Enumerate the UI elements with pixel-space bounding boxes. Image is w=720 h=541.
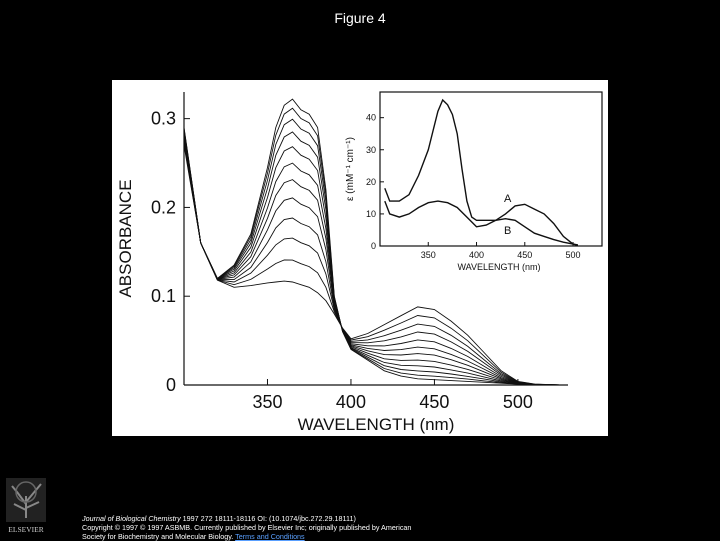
citation-line-1: Journal of Biological Chemistry 1997 272… — [82, 514, 642, 523]
journal-name: Journal of Biological Chemistry — [82, 514, 181, 523]
copyright-line: Copyright © 1997 © 1997 ASBMB. Currently… — [82, 523, 412, 532]
citation-block: Journal of Biological Chemistry 1997 272… — [82, 514, 642, 541]
inset-series-label-a: A — [504, 193, 512, 205]
x-tick-label: 400 — [336, 392, 366, 412]
slide-title: Figure 4 — [334, 10, 386, 26]
inset-x-tick-label: 400 — [469, 250, 484, 260]
logo-wordmark: ELSEVIER — [8, 525, 43, 534]
y-tick-label: 0 — [166, 375, 176, 395]
inset-y-tick-label: 10 — [366, 209, 376, 219]
logo-canopy-icon — [15, 481, 37, 503]
inset-series-label-b: B — [504, 225, 511, 237]
x-tick-label: 500 — [503, 392, 533, 412]
inset-y-tick-label: 20 — [366, 177, 376, 187]
inset-y-tick-label: 30 — [366, 145, 376, 155]
inset-chart: 350 400 450 500 0 10 20 30 40 WAVELENGTH (nm) ε (m… — [345, 91, 603, 272]
absorbance-trace-11 — [183, 98, 560, 386]
terms-and-conditions-link[interactable]: Terms and Conditions — [235, 532, 305, 541]
citation-reference: 1997 272 18111-18116 OI: (10.1074/jbc.27… — [180, 514, 356, 523]
inset-x-tick-label: 350 — [421, 250, 436, 260]
y-tick-label: 0.2 — [151, 197, 176, 217]
x-tick-label: 350 — [252, 392, 282, 412]
figure-panel: 350 400 450 500 0 0.1 0.2 0.3 WAVELENGTH (nm) ABS… — [112, 80, 608, 436]
inset-x-tick-label: 500 — [566, 250, 581, 260]
y-axis-title: ABSORBANCE — [116, 179, 135, 297]
inset-x-tick-label: 450 — [517, 250, 532, 260]
inset-y-axis-title: ε (mM⁻¹ cm⁻¹) — [345, 137, 356, 201]
society-text: Society for Biochemistry and Molecular B… — [82, 532, 236, 541]
inset-trace-a — [384, 98, 579, 246]
main-series-group — [183, 98, 560, 386]
x-tick-label: 450 — [419, 392, 449, 412]
citation-line-3: Society for Biochemistry and Molecular B… — [82, 532, 642, 541]
logo-tree-icon — [11, 483, 42, 518]
elsevier-logo: ELSEVIER — [6, 478, 46, 534]
y-tick-label: 0.1 — [151, 286, 176, 306]
x-axis-title: WAVELENGTH (nm) — [298, 415, 455, 434]
inset-y-tick-label: 40 — [366, 113, 376, 123]
y-tick-label: 0.3 — [151, 109, 176, 129]
inset-x-axis-title: WAVELENGTH (nm) — [457, 262, 540, 272]
inset-y-tick-label: 0 — [371, 241, 376, 251]
inset-trace-b — [384, 200, 579, 247]
